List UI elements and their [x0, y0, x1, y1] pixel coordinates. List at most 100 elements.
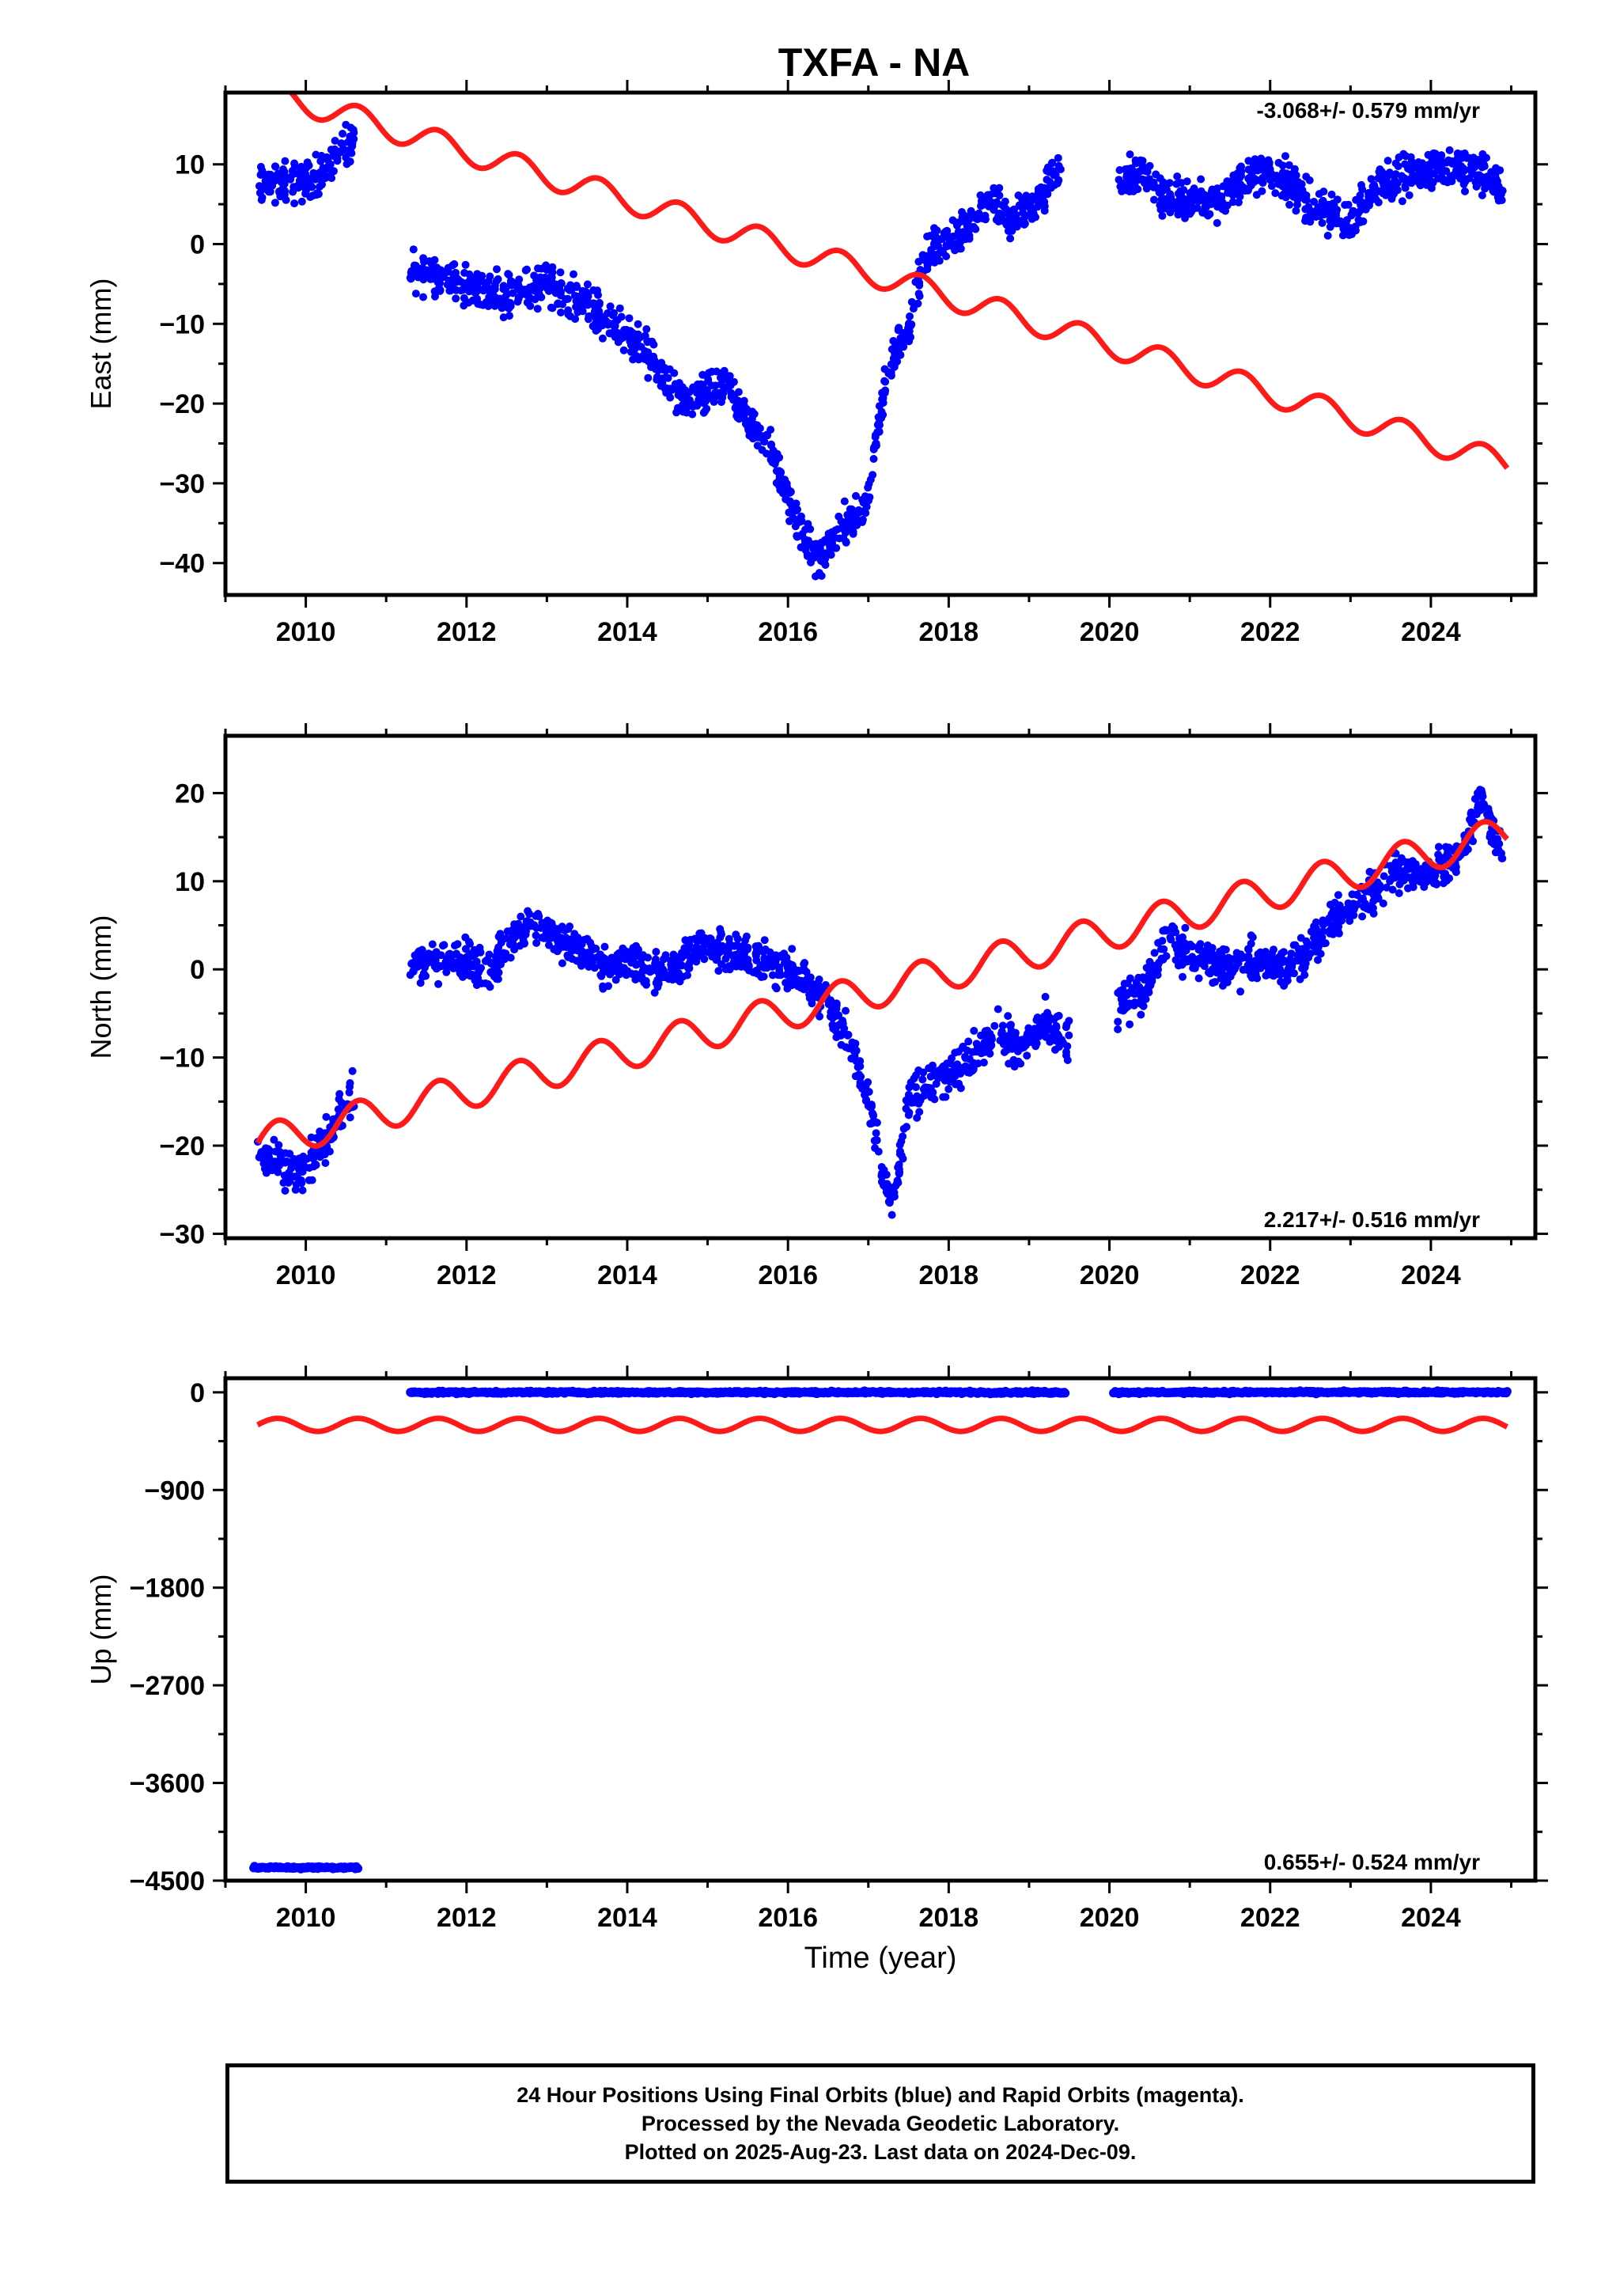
data-point: [1306, 218, 1315, 226]
data-point: [1114, 1017, 1122, 1026]
data-point: [517, 912, 525, 921]
data-point: [817, 571, 826, 580]
data-point: [695, 948, 702, 957]
data-point: [513, 297, 522, 306]
data-point: [1429, 879, 1438, 888]
data-point: [1209, 979, 1217, 987]
data-point: [1299, 956, 1308, 964]
data-point: [1194, 956, 1203, 964]
data-point: [1042, 1032, 1050, 1040]
rate-label: -3.068+/- 0.579 mm/yr: [1256, 98, 1480, 123]
data-point: [986, 1049, 994, 1058]
data-point: [334, 1105, 343, 1114]
data-point: [1383, 157, 1392, 165]
east-panel: 2010 2012 2014 2016 2018 2020 2022 2024−40−30−2…: [85, 80, 1548, 647]
data-point: [660, 955, 668, 964]
east-frame: [223, 90, 1538, 597]
data-point: [1323, 231, 1332, 240]
data-point: [819, 557, 827, 566]
data-point: [342, 153, 350, 162]
data-point: [431, 956, 440, 964]
data-point: [923, 232, 932, 241]
data-point: [270, 1135, 278, 1144]
data-point: [1430, 161, 1439, 169]
data-point: [1292, 171, 1300, 180]
data-point: [1014, 191, 1023, 199]
data-point: [699, 399, 708, 407]
data-point: [679, 386, 688, 395]
data-point: [280, 1171, 289, 1180]
data-point: [259, 1155, 268, 1164]
data-point: [1315, 203, 1323, 211]
data-point: [440, 941, 449, 949]
data-point: [1305, 176, 1314, 184]
data-point: [486, 983, 494, 991]
data-point: [907, 297, 916, 306]
data-point: [1483, 174, 1492, 183]
data-point: [443, 265, 452, 274]
data-point: [1258, 187, 1266, 195]
data-point: [925, 1084, 934, 1093]
data-point: [505, 271, 513, 279]
data-point: [1002, 221, 1011, 229]
data-point: [665, 971, 674, 979]
data-point: [626, 347, 635, 356]
data-point: [1368, 904, 1377, 912]
data-point: [1367, 175, 1376, 184]
data-point: [281, 1187, 290, 1195]
data-point: [319, 164, 327, 172]
data-point: [1401, 160, 1410, 169]
data-point: [944, 1085, 953, 1093]
data-point: [1310, 922, 1319, 930]
data-point: [419, 293, 427, 301]
data-point: [1144, 985, 1152, 994]
data-point: [769, 446, 778, 455]
data-point: [1243, 964, 1252, 973]
data-point: [1170, 198, 1179, 206]
data-point: [911, 278, 920, 286]
data-point: [337, 139, 346, 148]
x-tick-label: 2022: [1240, 617, 1300, 647]
data-point: [804, 520, 812, 529]
data-point: [1322, 207, 1330, 216]
data-point: [321, 1159, 330, 1167]
data-point: [1358, 895, 1367, 904]
data-point: [1007, 1026, 1016, 1035]
data-point: [879, 411, 888, 419]
data-point: [766, 426, 775, 434]
data-point: [1308, 942, 1317, 950]
model-curve: [287, 93, 1510, 470]
data-point: [1228, 198, 1237, 206]
data-point: [642, 325, 651, 333]
data-point: [291, 1185, 300, 1194]
data-point: [1139, 1002, 1148, 1010]
data-point: [658, 364, 667, 373]
data-point: [673, 953, 682, 961]
data-point: [514, 919, 523, 928]
data-point: [1007, 1021, 1015, 1029]
data-point: [295, 1154, 304, 1163]
data-point: [939, 1093, 948, 1101]
data-point: [1466, 815, 1474, 824]
data-point: [585, 963, 593, 971]
data-point: [278, 184, 287, 192]
data-point: [513, 926, 522, 935]
data-point: [1047, 159, 1056, 168]
data-point: [452, 958, 461, 967]
data-point: [543, 916, 552, 925]
data-point: [996, 1036, 1005, 1045]
data-point: [264, 1150, 273, 1159]
data-point: [717, 930, 725, 938]
data-point: [740, 410, 749, 419]
data-point: [1198, 194, 1206, 203]
data-point: [485, 950, 494, 959]
data-point: [735, 953, 744, 961]
data-point: [335, 1095, 343, 1104]
data-point: [607, 953, 616, 962]
data-point: [961, 235, 970, 244]
data-point: [1408, 857, 1417, 866]
data-point: [516, 284, 524, 293]
y-tick-label: 0: [190, 955, 205, 985]
data-point: [407, 267, 416, 275]
data-point: [452, 278, 460, 286]
